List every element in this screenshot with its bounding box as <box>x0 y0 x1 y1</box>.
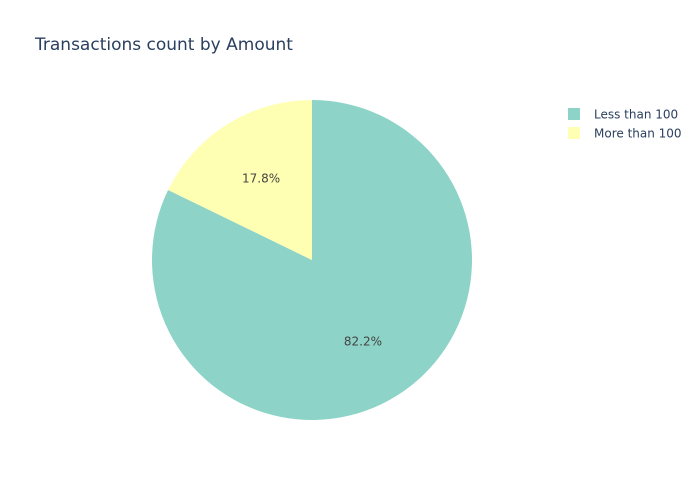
legend-swatch-1[interactable] <box>568 108 580 120</box>
slice-label-1: 82.2% <box>344 334 382 348</box>
pie-slice-2[interactable] <box>168 100 312 260</box>
legend[interactable]: Less than 100 More than 100 <box>568 108 682 141</box>
legend-label-2[interactable]: More than 100 <box>594 127 682 141</box>
legend-swatch-2[interactable] <box>568 127 580 139</box>
slice-label-2: 17.8% <box>242 172 280 186</box>
legend-label-1[interactable]: Less than 100 <box>594 108 678 122</box>
pie-slices: 82.2% 17.8% <box>151 100 472 420</box>
chart-title: Transactions count by Amount <box>34 35 293 55</box>
